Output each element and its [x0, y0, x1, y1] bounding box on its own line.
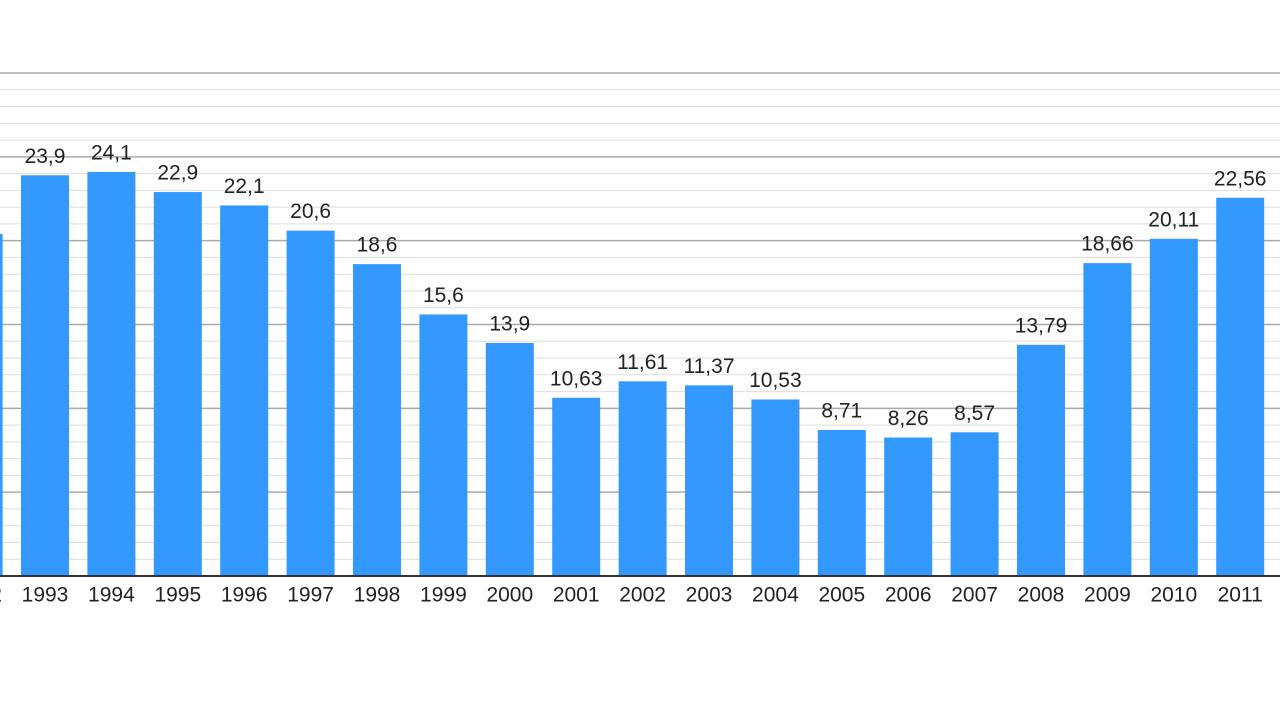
- bar: [220, 205, 269, 576]
- bar: [817, 429, 866, 576]
- value-label: 22,56: [1214, 167, 1267, 190]
- value-label: 24,1: [91, 141, 132, 164]
- value-label: 8,26: [888, 407, 929, 430]
- bar: [618, 381, 667, 576]
- x-tick-label: 1997: [287, 584, 334, 607]
- bar: [685, 385, 733, 576]
- value-label: 18,66: [1081, 233, 1134, 256]
- bar: [0, 233, 3, 576]
- bar: [884, 437, 933, 576]
- x-tick-label: 2000: [486, 584, 533, 607]
- value-label: 8,57: [954, 402, 995, 425]
- bar: [419, 314, 468, 576]
- value-label: 11,61: [617, 351, 668, 374]
- value-label: 10,63: [550, 367, 603, 390]
- bar: [353, 264, 401, 576]
- x-tick-label: 2008: [1018, 584, 1065, 607]
- bar: [153, 192, 202, 576]
- bar: [950, 432, 999, 576]
- value-label: 22,1: [224, 175, 265, 198]
- value-label: 10,53: [749, 369, 802, 392]
- value-label: 22,9: [157, 162, 198, 185]
- x-tick-label: 2007: [951, 584, 998, 607]
- x-tick-label: 1993: [22, 584, 69, 607]
- value-label: 13,79: [1015, 314, 1068, 337]
- value-label: 11,37: [684, 355, 735, 378]
- x-tick-label: 1994: [88, 584, 135, 607]
- value-label: 20,6: [290, 200, 331, 223]
- x-tick-label: 2002: [619, 584, 666, 607]
- bar: [1216, 197, 1265, 576]
- bar: [1083, 263, 1132, 576]
- x-tick-label: 2001: [553, 584, 600, 607]
- bar: [751, 399, 800, 576]
- value-label: 15,6: [423, 284, 464, 307]
- bar: [1017, 344, 1065, 576]
- bar: [87, 171, 136, 576]
- x-tick-label: 2011: [1218, 584, 1263, 607]
- x-tick-label: 2009: [1084, 584, 1131, 607]
- x-tick-label: 2003: [686, 584, 733, 607]
- value-label: 8,71: [821, 400, 862, 423]
- x-tick-label: 1992: [0, 584, 2, 607]
- bar: [286, 230, 335, 576]
- x-tick-label: 2005: [818, 584, 865, 607]
- x-tick-label: 1996: [221, 584, 268, 607]
- value-label: 23,9: [25, 145, 66, 168]
- x-tick-label: 1999: [420, 584, 467, 607]
- bar: [21, 175, 69, 576]
- x-tick-label: 1995: [154, 584, 201, 607]
- x-tick-label: 2010: [1150, 584, 1197, 607]
- value-label: 13,9: [489, 312, 530, 335]
- x-tick-label: 2004: [752, 584, 799, 607]
- value-label: 20,11: [1148, 208, 1199, 231]
- x-tick-label: 1998: [354, 584, 401, 607]
- bar: [485, 342, 534, 576]
- bar: [1149, 238, 1198, 576]
- bar: [552, 397, 601, 576]
- value-label: 18,6: [357, 234, 398, 257]
- x-tick-label: 2006: [885, 584, 932, 607]
